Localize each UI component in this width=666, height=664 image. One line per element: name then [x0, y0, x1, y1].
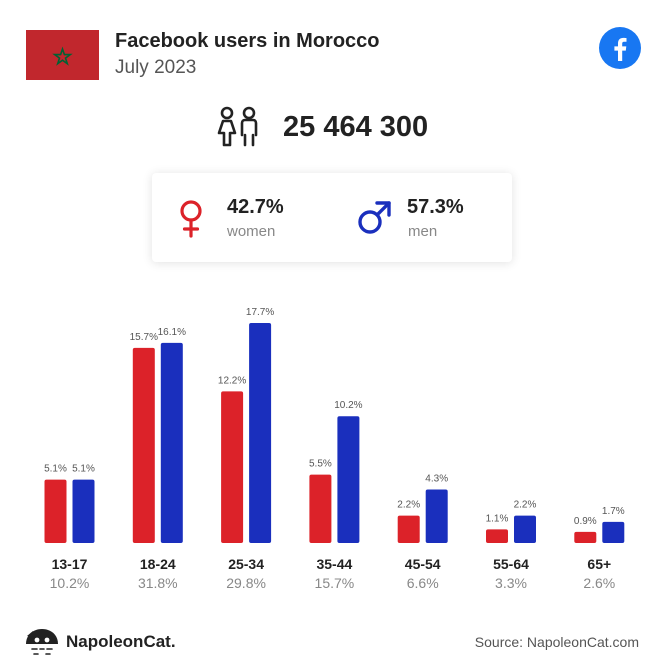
- female-symbol-icon: [180, 200, 202, 238]
- category-label-35-44: 35-44: [316, 556, 352, 572]
- category-label-45-54: 45-54: [405, 556, 441, 572]
- bar-women-45-54: [397, 515, 420, 543]
- male-symbol-icon: [358, 201, 391, 234]
- bar-men-55-64: [514, 515, 536, 543]
- bar-label-women-18-24: 15.7%: [130, 332, 158, 343]
- bar-label-men-25-34: 17.7%: [246, 307, 274, 318]
- category-label-13-17: 13-17: [52, 556, 88, 572]
- bar-label-men-35-44: 10.2%: [334, 400, 362, 411]
- bar-label-men-65+: 1.7%: [602, 506, 625, 517]
- source-note: Source: NapoleonCat.com: [474, 634, 639, 650]
- page-title: Facebook users in Morocco: [115, 30, 380, 52]
- category-label-25-34: 25-34: [228, 556, 264, 572]
- bar-men-25-34: [249, 323, 272, 543]
- category-total-18-24: 31.8%: [138, 575, 178, 591]
- category-label-65+: 65+: [587, 556, 611, 572]
- category-total-25-34: 29.8%: [226, 575, 266, 591]
- bar-men-65+: [602, 521, 625, 543]
- bar-label-men-18-24: 16.1%: [158, 327, 186, 338]
- gender-split-card: 42.7% women 57.3% men: [152, 173, 512, 262]
- bar-label-women-65+: 0.9%: [574, 516, 597, 527]
- bar-label-men-45-54: 4.3%: [425, 474, 448, 485]
- bar-label-women-55-64: 1.1%: [486, 513, 509, 524]
- brand-name: NapoleonCat.: [66, 632, 176, 651]
- bar-label-men-55-64: 2.2%: [514, 500, 537, 511]
- bar-label-men-13-17: 5.1%: [72, 464, 95, 475]
- category-total-45-54: 6.6%: [407, 575, 439, 591]
- category-total-55-64: 3.3%: [495, 575, 527, 591]
- category-total-13-17: 10.2%: [50, 575, 90, 591]
- bar-label-women-25-34: 12.2%: [218, 375, 246, 386]
- bar-women-13-17: [44, 479, 67, 543]
- people-icon: [217, 106, 258, 147]
- men-label: men: [408, 223, 438, 240]
- category-total-35-44: 15.7%: [315, 575, 355, 591]
- bar-men-35-44: [337, 416, 360, 543]
- total-users-value: 25 464 300: [283, 110, 429, 143]
- bar-men-18-24: [160, 342, 183, 543]
- bar-women-35-44: [309, 474, 332, 543]
- napoleoncat-cat-icon: [26, 629, 58, 655]
- women-percentage: 42.7%: [227, 196, 284, 218]
- bar-men-45-54: [425, 489, 448, 543]
- bar-label-women-13-17: 5.1%: [44, 464, 67, 475]
- bar-women-25-34: [221, 391, 244, 543]
- morocco-flag-icon: [26, 30, 99, 80]
- bar-men-13-17: [72, 479, 95, 543]
- bar-women-55-64: [486, 529, 508, 543]
- total-users-block: 25 464 300: [215, 105, 428, 149]
- facebook-icon: [599, 27, 641, 69]
- category-label-18-24: 18-24: [140, 556, 176, 572]
- bar-women-18-24: [132, 347, 155, 543]
- bar-label-women-35-44: 5.5%: [309, 459, 332, 470]
- category-label-55-64: 55-64: [493, 556, 529, 572]
- napoleoncat-logo: NapoleonCat.: [24, 626, 176, 658]
- bar-label-women-45-54: 2.2%: [397, 500, 420, 511]
- category-total-65+: 2.6%: [583, 575, 615, 591]
- women-label: women: [227, 223, 276, 240]
- bar-women-65+: [574, 531, 597, 543]
- page-subtitle: July 2023: [115, 57, 197, 78]
- men-percentage: 57.3%: [407, 196, 464, 218]
